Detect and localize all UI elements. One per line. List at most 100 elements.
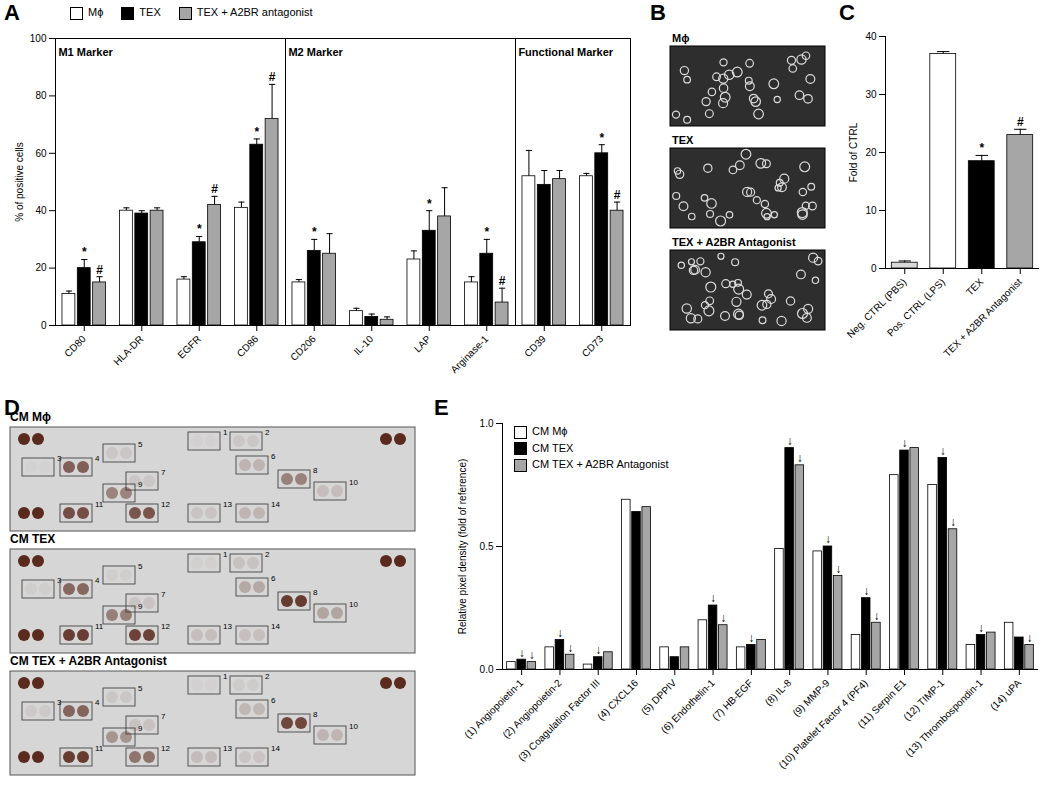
svg-text:7: 7 xyxy=(161,712,166,721)
svg-text:LAP: LAP xyxy=(412,333,433,354)
svg-text:↓: ↓ xyxy=(825,532,831,546)
svg-text:TEX: TEX xyxy=(964,276,986,298)
svg-text:3: 3 xyxy=(57,454,62,463)
svg-text:EGFR: EGFR xyxy=(176,333,203,360)
svg-text:CM TEX + A2BR Antagonist: CM TEX + A2BR Antagonist xyxy=(10,654,167,668)
svg-text:↓: ↓ xyxy=(863,584,869,598)
svg-text:#: # xyxy=(211,182,218,196)
svg-text:80: 80 xyxy=(35,90,47,101)
svg-text:9: 9 xyxy=(138,480,143,489)
svg-text:20: 20 xyxy=(35,262,47,273)
svg-text:↓: ↓ xyxy=(720,611,726,625)
svg-text:5: 5 xyxy=(138,684,143,693)
svg-text:↓: ↓ xyxy=(835,562,841,576)
svg-text:% of positive cells: % of positive cells xyxy=(14,142,25,221)
svg-text:12: 12 xyxy=(161,744,170,753)
svg-text:M1 Marker: M1 Marker xyxy=(58,46,113,58)
svg-text:5: 5 xyxy=(138,562,143,571)
svg-text:2: 2 xyxy=(265,550,270,559)
svg-text:12: 12 xyxy=(161,500,170,509)
svg-text:↓: ↓ xyxy=(978,621,984,635)
svg-text:1.0: 1.0 xyxy=(480,418,494,429)
svg-text:9: 9 xyxy=(138,724,143,733)
svg-text:*: * xyxy=(427,197,432,211)
svg-text:10: 10 xyxy=(349,478,358,487)
svg-text:4: 4 xyxy=(95,698,100,707)
svg-text:11: 11 xyxy=(95,500,104,509)
svg-text:(4) CXCL16: (4) CXCL16 xyxy=(595,677,640,722)
svg-text:↓: ↓ xyxy=(902,436,908,450)
svg-text:100: 100 xyxy=(30,33,47,44)
svg-text:6: 6 xyxy=(271,696,276,705)
svg-text:13: 13 xyxy=(223,500,232,509)
svg-text:6: 6 xyxy=(271,574,276,583)
svg-text:0: 0 xyxy=(41,320,47,331)
svg-text:*: * xyxy=(197,222,202,236)
svg-text:↓: ↓ xyxy=(748,631,754,645)
svg-text:11: 11 xyxy=(95,622,104,631)
svg-text:#: # xyxy=(269,70,276,84)
svg-text:13: 13 xyxy=(223,744,232,753)
svg-text:(7) HB-EGF: (7) HB-EGF xyxy=(710,677,755,722)
svg-text:↓: ↓ xyxy=(787,434,793,448)
svg-text:TEX: TEX xyxy=(672,134,694,146)
svg-text:40: 40 xyxy=(865,31,877,42)
svg-text:(14) uPA: (14) uPA xyxy=(988,677,1023,712)
svg-text:*: * xyxy=(312,225,317,239)
svg-text:(3) Coagulation Factor III: (3) Coagulation Factor III xyxy=(516,677,602,763)
svg-text:#: # xyxy=(1017,115,1024,129)
svg-text:7: 7 xyxy=(161,468,166,477)
svg-text:↓: ↓ xyxy=(595,643,601,657)
svg-text:IL-10: IL-10 xyxy=(352,333,376,357)
svg-text:CM Mϕ: CM Mϕ xyxy=(10,410,51,424)
svg-text:4: 4 xyxy=(95,454,100,463)
svg-text:30: 30 xyxy=(865,89,877,100)
svg-text:14: 14 xyxy=(271,500,280,509)
svg-text:4: 4 xyxy=(95,576,100,585)
svg-text:0.5: 0.5 xyxy=(480,541,494,552)
svg-text:(8) IL-8: (8) IL-8 xyxy=(763,677,794,708)
svg-text:↓: ↓ xyxy=(873,609,879,623)
svg-text:14: 14 xyxy=(271,622,280,631)
svg-text:*: * xyxy=(599,131,604,145)
svg-text:↓: ↓ xyxy=(557,626,563,640)
svg-text:HLA-DR: HLA-DR xyxy=(111,333,145,367)
svg-text:#: # xyxy=(614,188,621,202)
svg-text:↓: ↓ xyxy=(529,648,535,662)
svg-text:10: 10 xyxy=(349,600,358,609)
svg-text:5: 5 xyxy=(138,440,143,449)
svg-text:#: # xyxy=(499,274,506,288)
svg-text:*: * xyxy=(254,125,259,139)
svg-text:CD73: CD73 xyxy=(580,333,606,359)
svg-text:*: * xyxy=(979,141,984,155)
svg-text:CD80: CD80 xyxy=(62,333,88,359)
svg-text:2: 2 xyxy=(265,672,270,681)
svg-text:0.0: 0.0 xyxy=(480,664,494,675)
svg-text:3: 3 xyxy=(57,698,62,707)
svg-text:↓: ↓ xyxy=(797,451,803,465)
svg-text:Relative pixel density (fold o: Relative pixel density (fold of referenc… xyxy=(457,459,468,635)
svg-text:8: 8 xyxy=(313,588,318,597)
svg-text:1: 1 xyxy=(223,550,228,559)
svg-text:12: 12 xyxy=(161,622,170,631)
svg-text:40: 40 xyxy=(35,205,47,216)
svg-text:14: 14 xyxy=(271,744,280,753)
svg-text:(9) MMP-9: (9) MMP-9 xyxy=(790,677,831,718)
svg-text:CD86: CD86 xyxy=(235,333,261,359)
svg-text:(5) DPPIV: (5) DPPIV xyxy=(639,677,679,717)
svg-text:10: 10 xyxy=(865,205,877,216)
svg-text:*: * xyxy=(82,245,87,259)
svg-text:1: 1 xyxy=(223,672,228,681)
svg-text:*: * xyxy=(484,225,489,239)
svg-text:↓: ↓ xyxy=(940,444,946,458)
svg-text:(6) Endothelin-1: (6) Endothelin-1 xyxy=(659,677,717,735)
svg-text:CD39: CD39 xyxy=(522,333,548,359)
svg-text:6: 6 xyxy=(271,452,276,461)
svg-text:13: 13 xyxy=(223,622,232,631)
svg-text:↓: ↓ xyxy=(710,591,716,605)
svg-text:7: 7 xyxy=(161,590,166,599)
svg-text:↓: ↓ xyxy=(567,641,573,655)
svg-text:9: 9 xyxy=(138,602,143,611)
svg-text:8: 8 xyxy=(313,710,318,719)
svg-text:TEX + A2BR Antagonist: TEX + A2BR Antagonist xyxy=(941,276,1024,359)
